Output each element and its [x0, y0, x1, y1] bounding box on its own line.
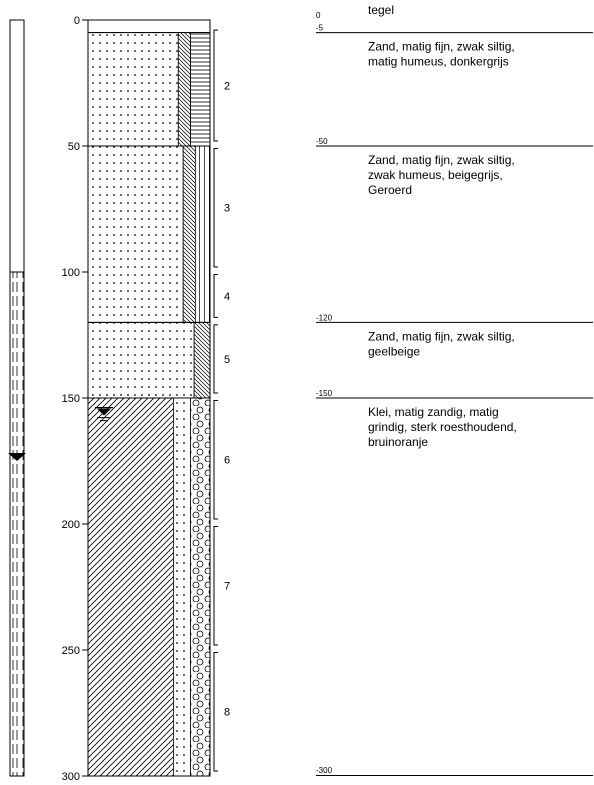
- sample-label: 2: [224, 81, 230, 93]
- sample-bracket: [213, 400, 218, 520]
- layer-description-line: bruinoranje: [368, 435, 428, 449]
- sample-bracket: [213, 274, 218, 318]
- depth-label: -120: [316, 313, 333, 322]
- sample-bracket: [213, 652, 218, 772]
- axis-tick-label: 150: [62, 393, 80, 405]
- axis-tick-label: 100: [62, 267, 80, 279]
- layer-1-diagonal-silt: [177, 32, 191, 147]
- layer-description-line: Geroerd: [368, 183, 412, 197]
- depth-label: 0: [316, 11, 321, 20]
- layer-4-diagonal-clay: [87, 397, 174, 777]
- groundwater-level-icon: [97, 408, 111, 416]
- layer-3-diagonal-silt: [193, 321, 211, 399]
- layer-4-circles-gravel: [190, 397, 211, 777]
- layer-description-line: geelbeige: [368, 344, 420, 358]
- monitoring-pipe: [8, 19, 26, 777]
- pipe-filter-section: [9, 271, 25, 777]
- sample-label: 7: [224, 581, 230, 593]
- layer-description-line: Zand, matig fijn, zwak siltig,: [368, 153, 515, 167]
- axis-tick-label: 50: [68, 141, 80, 153]
- axis-tick-label: 0: [74, 15, 80, 27]
- depth-label: -50: [316, 137, 328, 146]
- sample-label: 3: [224, 203, 230, 215]
- layer-description-line: Klei, matig zandig, matig: [368, 405, 499, 419]
- depth-label: -150: [316, 389, 333, 398]
- layer-2-diagonal-silt: [182, 145, 196, 323]
- layer-4-outline: [87, 397, 211, 777]
- sample-bracket: [213, 29, 218, 142]
- layer-description-line: zwak humeus, beigegrijs,: [368, 168, 503, 182]
- sample-label: 8: [224, 707, 230, 719]
- layer-1-horizontal-humus: [190, 32, 211, 147]
- sample-label: 5: [224, 354, 230, 366]
- layer-2-vertical-humus: [194, 145, 211, 323]
- sample-intervals: 2 3 4 5 6 7 8: [213, 29, 230, 772]
- depth-label: -300: [316, 766, 333, 775]
- layer-4-dots-sand: [172, 397, 191, 777]
- depth-axis: 0 50 100 150 200 250 300: [62, 15, 89, 783]
- layer-1-dots-sand: [87, 32, 179, 147]
- sample-bracket: [213, 526, 218, 646]
- layer-description-line: Zand, matig fijn, zwak siltig,: [368, 329, 515, 343]
- axis-tick-label: 200: [62, 519, 80, 531]
- pipe-water-level-icon: [8, 452, 26, 461]
- sample-bracket: [213, 148, 218, 268]
- layer-3-dots-sand: [87, 321, 195, 399]
- axis-tick-label: 300: [62, 771, 80, 780]
- layer-description-line: grindig, sterk roesthoudend,: [368, 420, 517, 434]
- sample-label: 4: [224, 291, 230, 303]
- lithology-column: [87, 19, 211, 777]
- layer-tegel: [87, 19, 211, 34]
- layer-description-line: Zand, matig fijn, zwak siltig,: [368, 40, 515, 54]
- layer-description-line: tegel: [368, 3, 394, 17]
- layer-description-line: matig humeus, donkergrijs: [368, 55, 509, 69]
- sample-label: 6: [224, 455, 230, 467]
- sample-bracket: [213, 324, 218, 394]
- layer-2-dots-sand: [87, 145, 184, 323]
- axis-tick-label: 250: [62, 645, 80, 657]
- depth-label: -5: [316, 24, 324, 33]
- pipe-blind-section: [9, 19, 25, 273]
